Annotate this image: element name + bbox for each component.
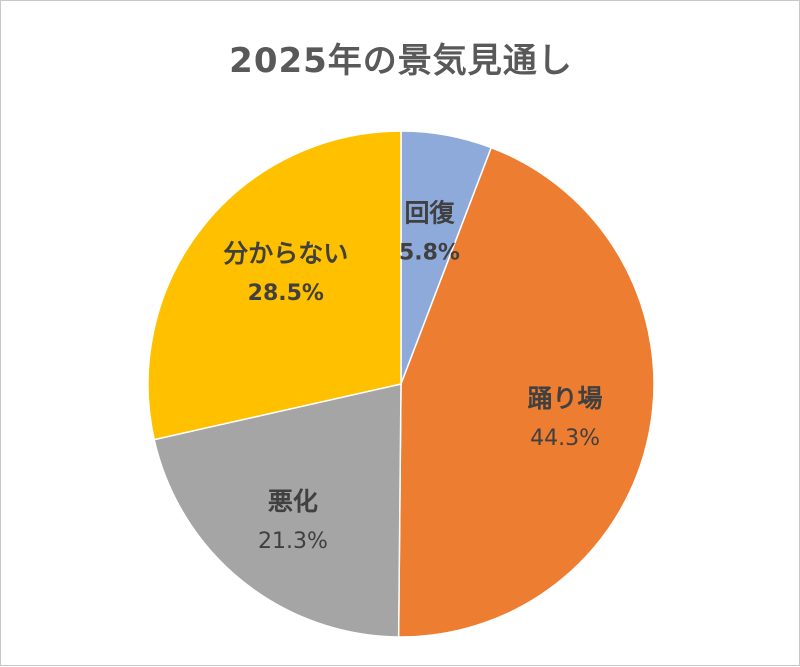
value-label-akka: 21.3% (258, 529, 328, 554)
value-label-odoriba: 44.3% (530, 426, 600, 451)
value-label-kaifuku: 5.8% (399, 241, 460, 266)
category-label-odoriba: 踊り場 (528, 384, 603, 413)
category-label-akka: 悪化 (268, 487, 318, 516)
category-label-wakaranai: 分からない (223, 239, 348, 268)
category-label-kaifuku: 回復 (404, 199, 455, 228)
value-label-wakaranai: 28.5% (248, 281, 324, 306)
